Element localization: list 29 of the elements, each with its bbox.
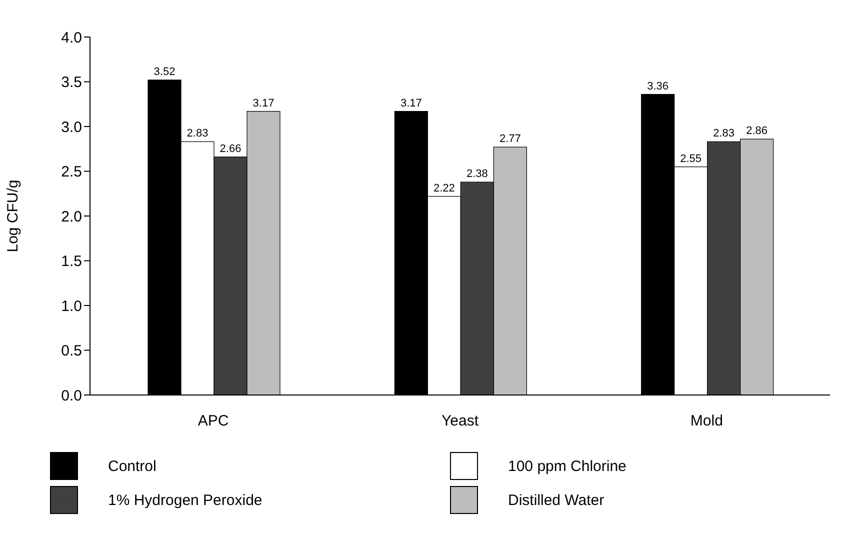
y-tick-label: 0.5 (61, 342, 82, 360)
y-tick-label: 4.0 (61, 29, 82, 46)
y-axis-title: Log CFU/g (4, 180, 22, 252)
y-tick-label: 1.0 (61, 298, 82, 315)
y-tick-label: 2.5 (61, 164, 82, 181)
data-label: 2.83 (186, 128, 208, 140)
y-tick-label: 0.0 (61, 387, 82, 404)
data-label: 2.77 (499, 133, 521, 146)
legend-label: Control (108, 458, 156, 474)
data-label: 2.86 (746, 125, 768, 138)
data-label: 3.17 (252, 97, 274, 110)
y-tick-label: 3.5 (61, 74, 82, 92)
data-label: 3.17 (400, 97, 422, 110)
legend-label: Distilled Water (508, 492, 604, 508)
data-label: 2.66 (220, 142, 242, 155)
data-label: 2.22 (433, 182, 455, 194)
data-label: 3.36 (647, 80, 669, 92)
data-label: 3.52 (154, 66, 176, 78)
data-label: 2.83 (713, 128, 735, 140)
y-tick-label: 3.0 (61, 118, 82, 136)
x-tick-label: Yeast (442, 412, 480, 430)
x-tick-label: APC (198, 412, 229, 430)
legend-label: 100 ppm Chlorine (508, 458, 626, 474)
data-label: 2.55 (680, 152, 702, 165)
data-label: 2.38 (466, 168, 488, 180)
x-tick-label: Mold (690, 412, 723, 430)
y-tick-label: 1.5 (61, 253, 82, 270)
y-tick-label: 2.0 (61, 208, 82, 226)
legend-label: 1% Hydrogen Peroxide (108, 492, 262, 508)
